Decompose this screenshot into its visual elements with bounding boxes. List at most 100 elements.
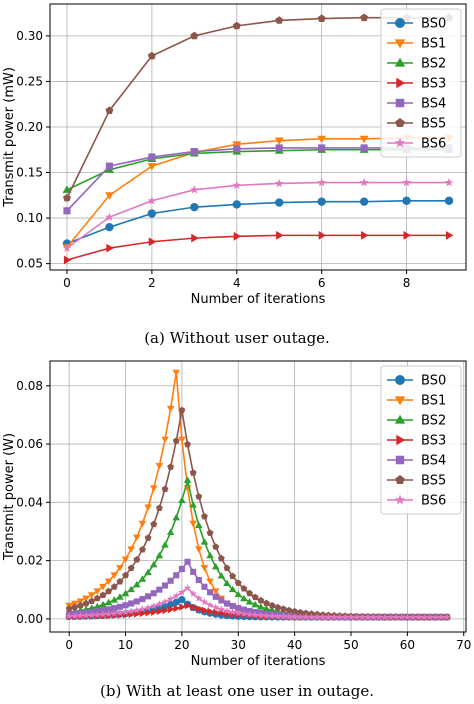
data-point [147,51,156,60]
data-point [223,579,231,587]
data-point [234,590,243,598]
data-point [268,612,276,620]
data-point [155,504,163,511]
data-point [184,440,191,448]
data-point [206,529,214,536]
data-point [445,230,454,240]
legend-marker [395,18,405,28]
legend-marker [394,494,406,505]
data-point [444,177,454,187]
legend: BS0 BS1 BS2 BS3 BS4 BS5 BS6 [380,365,462,515]
data-point [360,13,369,22]
y-tick-label: 0.05 [16,257,43,271]
data-point [110,609,119,617]
series-bs0 [62,196,454,248]
legend-marker [395,98,405,108]
data-point [172,598,180,606]
x-tick-label: 6 [318,276,326,290]
data-point [369,613,378,621]
data-point [161,541,169,548]
data-point [275,198,284,207]
data-point [211,603,220,611]
legend-item-bs3: BS3 [387,434,446,449]
data-point [232,200,241,209]
data-point [359,177,369,187]
data-point [139,546,146,553]
data-point [228,608,237,616]
chart-b: 0 10 20 30 40 50 60 70 0.00 0.02 0.04 0.06 0.08 Numbe… [2,360,471,669]
data-point [105,587,113,595]
data-point [105,606,112,613]
data-point [161,485,169,493]
data-point [93,594,101,602]
data-point [285,612,293,620]
data-point [195,521,203,528]
data-point [183,476,192,483]
data-point [195,492,203,500]
data-point [104,598,113,606]
data-point [257,596,265,604]
legend-label: BS4 [421,97,446,112]
data-point [335,613,344,621]
data-point [173,572,180,579]
data-point [234,609,243,617]
data-point [133,580,141,588]
data-point [62,185,72,193]
data-point [375,613,383,621]
data-point [138,605,147,613]
data-point [200,598,209,606]
legend-label: BS6 [421,494,446,509]
data-point [62,193,71,202]
data-point [105,212,114,221]
data-point [251,593,259,601]
data-point [201,512,208,520]
data-point [263,599,270,607]
legend-label: BS1 [421,37,446,52]
data-point [161,582,169,589]
data-point [179,603,186,611]
data-point [178,565,185,573]
data-point [409,613,417,621]
data-point [444,196,454,205]
x-tick-label: 2 [148,276,156,290]
data-point [302,609,310,617]
data-point [251,600,259,608]
data-point [206,601,214,609]
legend: BS0 BS1 BS2 BS3 BS4 BS5 BS6 [380,8,462,158]
data-point [82,595,90,602]
data-point [133,598,140,605]
data-point [138,575,147,582]
data-point [313,612,321,621]
data-point [144,568,152,576]
data-point [443,613,451,621]
data-point [127,564,135,572]
legend-marker [394,57,406,67]
data-point [161,436,169,444]
data-point [290,612,299,620]
legend-item-bs4: BS4 [387,454,446,469]
data-point [211,562,220,570]
legend-label: BS5 [421,474,446,489]
x-axis-label: Number of iterations [191,654,326,669]
legend-item-bs3: BS3 [387,77,446,92]
data-point [133,606,141,614]
data-point [77,601,84,609]
legend-label: BS5 [421,117,446,132]
data-point [162,606,169,615]
data-point [223,600,231,607]
data-point [392,613,400,621]
data-point [172,513,181,521]
legend-marker [396,77,406,89]
data-point [196,605,203,613]
legend-marker [394,396,406,406]
data-point [145,593,152,600]
data-point [437,613,445,621]
data-point [127,546,135,553]
data-point [178,496,186,504]
data-point [403,230,411,240]
data-point [148,237,157,247]
data-point [93,610,102,619]
data-point [150,590,157,597]
y-tick-label: 0.10 [16,211,43,225]
legend-item-bs1: BS1 [387,394,446,409]
